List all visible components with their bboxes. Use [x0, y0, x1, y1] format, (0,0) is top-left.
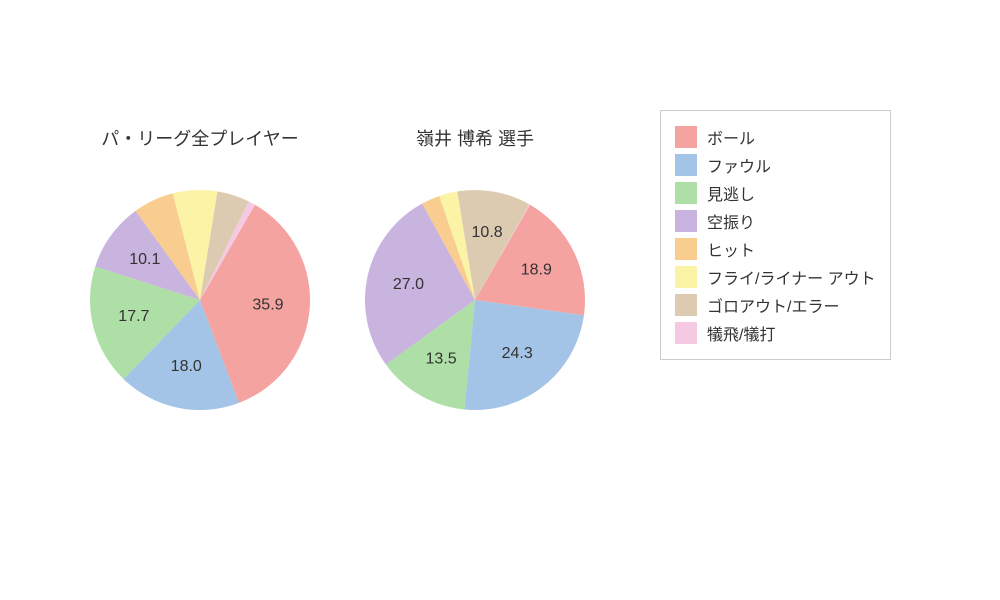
legend-swatch	[675, 126, 697, 148]
legend-item: ファウル	[675, 153, 876, 177]
legend-item: フライ/ライナー アウト	[675, 265, 876, 289]
legend-item: 犠飛/犠打	[675, 321, 876, 345]
legend-label: 見逃し	[707, 181, 755, 205]
slice-label: 10.8	[472, 224, 503, 241]
legend-item: ゴロアウト/エラー	[675, 293, 876, 317]
legend-swatch	[675, 182, 697, 204]
pie-chart-right: 18.9 24.3 13.5 27.0 10.8	[345, 170, 605, 430]
slice-label: 17.7	[118, 308, 149, 325]
slice-label: 27.0	[393, 276, 424, 293]
legend-swatch	[675, 238, 697, 260]
slice-label: 13.5	[426, 350, 457, 367]
legend-label: 空振り	[707, 209, 755, 233]
slice-label: 10.1	[129, 251, 160, 268]
slice-label: 18.9	[521, 261, 552, 278]
pie-chart-left: 35.9 18.0 17.7 10.1	[70, 170, 330, 430]
legend-swatch	[675, 210, 697, 232]
legend-item: ヒット	[675, 237, 876, 261]
legend-item: 空振り	[675, 209, 876, 233]
slice-label: 35.9	[252, 297, 283, 314]
slice-label: 24.3	[502, 345, 533, 362]
legend-swatch	[675, 266, 697, 288]
legend-item: ボール	[675, 125, 876, 149]
legend-item: 見逃し	[675, 181, 876, 205]
legend-label: フライ/ライナー アウト	[707, 265, 876, 289]
legend-swatch	[675, 294, 697, 316]
legend-label: ボール	[707, 125, 755, 149]
legend-label: ヒット	[707, 237, 755, 261]
legend-swatch	[675, 322, 697, 344]
legend-label: 犠飛/犠打	[707, 321, 775, 345]
slice-label: 18.0	[171, 358, 202, 375]
chart-title-right: 嶺井 博希 選手	[325, 125, 625, 151]
chart-container: { "charts": [ { "title": "パ・リーグ全プレイヤー", …	[0, 0, 1000, 600]
legend: ボールファウル見逃し空振りヒットフライ/ライナー アウトゴロアウト/エラー犠飛/…	[660, 110, 891, 360]
legend-swatch	[675, 154, 697, 176]
legend-label: ファウル	[707, 153, 771, 177]
chart-title-left: パ・リーグ全プレイヤー	[50, 125, 350, 151]
legend-label: ゴロアウト/エラー	[707, 293, 839, 317]
